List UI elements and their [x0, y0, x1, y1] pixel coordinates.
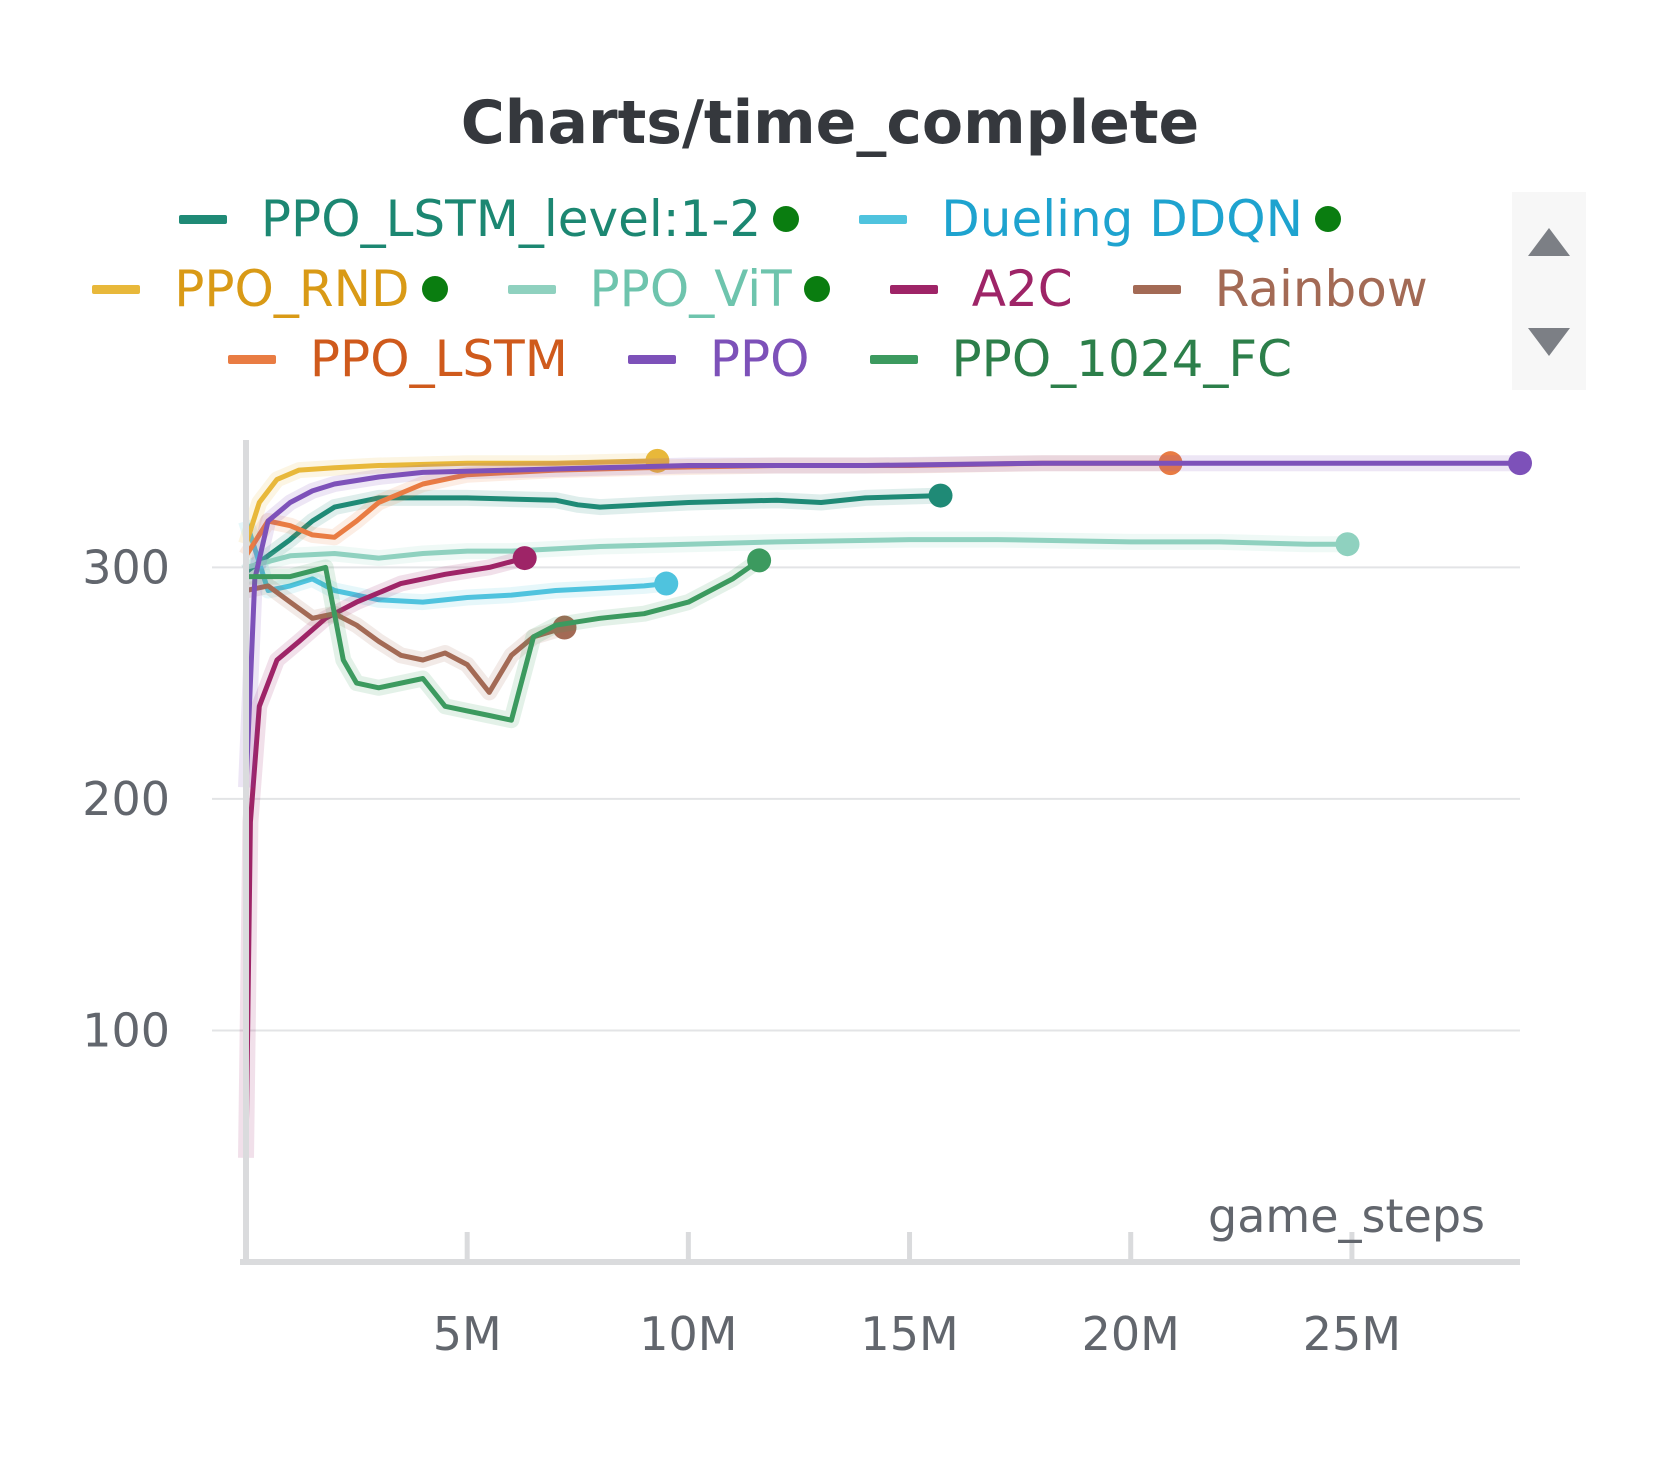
series-line[interactable] — [243, 493, 943, 575]
legend-item[interactable]: A2C — [889, 260, 1073, 318]
legend-label: PPO — [709, 330, 810, 388]
legend-swatch — [859, 214, 908, 224]
legend-label: PPO_ViT — [589, 260, 792, 318]
legend-label: PPO_RND — [174, 260, 410, 318]
series-end-point[interactable] — [747, 548, 772, 573]
legend-item[interactable]: Dueling DDQN — [859, 190, 1342, 248]
series-end-point[interactable] — [1508, 451, 1532, 476]
x-axis-label: game_steps — [1208, 1189, 1485, 1243]
active-run-dot-icon — [1315, 206, 1342, 232]
x-tick-label: 10M — [639, 1307, 737, 1361]
legend-label: PPO_LSTM — [309, 330, 568, 388]
y-tick-label: 300 — [82, 540, 170, 594]
scroll-down-icon[interactable] — [1528, 328, 1570, 356]
series-line[interactable] — [243, 555, 528, 1161]
series-line[interactable] — [243, 557, 762, 723]
legend-label: Rainbow — [1214, 260, 1428, 318]
legend-label: A2C — [971, 260, 1073, 318]
legend-item[interactable]: PPO_ViT — [507, 260, 830, 318]
chart-title: Charts/time_complete — [460, 88, 1200, 158]
legend-label: PPO_1024_FC — [951, 330, 1293, 388]
active-run-dot-icon — [803, 276, 830, 302]
active-run-dot-icon — [421, 276, 448, 302]
legend-swatch — [1132, 284, 1181, 294]
axes: 5M 10M 15M 20M 25M — [240, 440, 1520, 1361]
y-tick-label: 200 — [82, 772, 170, 826]
legend-scroll-control — [1512, 192, 1586, 390]
series-line[interactable] — [243, 460, 1523, 790]
active-run-dot-icon — [773, 206, 800, 232]
series-end-point[interactable] — [512, 546, 537, 571]
legend-item[interactable]: PPO_RND — [92, 260, 448, 318]
legend-swatch — [889, 284, 938, 294]
series-lines — [238, 448, 1532, 1161]
legend-row: PPO_RND PPO_ViT A2C Rainbow — [0, 260, 1520, 318]
series-end-point[interactable] — [928, 483, 953, 508]
series-band — [246, 553, 764, 729]
x-tick-label: 15M — [860, 1307, 958, 1361]
scroll-up-icon[interactable] — [1528, 228, 1570, 256]
legend-label: PPO_LSTM_level:1-2 — [260, 190, 762, 248]
y-tick-label: 100 — [82, 1003, 170, 1057]
x-tick-label: 20M — [1082, 1307, 1180, 1361]
legend-swatch — [92, 284, 141, 294]
legend-swatch — [507, 284, 556, 294]
legend-swatch — [869, 354, 918, 364]
legend-item[interactable]: PPO_LSTM — [227, 330, 568, 388]
series-line[interactable] — [243, 458, 660, 547]
legend-item[interactable]: PPO_LSTM_level:1-2 — [178, 190, 800, 248]
x-tick-label: 25M — [1303, 1307, 1401, 1361]
series-line[interactable] — [243, 518, 669, 605]
legend-label: Dueling DDQN — [941, 190, 1304, 248]
series-line[interactable] — [243, 537, 1350, 570]
legend-swatch — [178, 214, 227, 224]
series-end-point[interactable] — [1335, 532, 1360, 557]
legend-row: PPO_LSTM_level:1-2 Dueling DDQN — [0, 190, 1520, 248]
grid-lines: 100 200 300 — [82, 540, 1520, 1057]
legend-item[interactable]: PPO — [627, 330, 810, 388]
legend-swatch — [227, 354, 276, 364]
series-end-point[interactable] — [654, 571, 679, 596]
legend-item[interactable]: PPO_1024_FC — [869, 330, 1293, 388]
x-tick-label: 5M — [433, 1307, 502, 1361]
series-band — [238, 455, 1520, 788]
legend-row: PPO_LSTM PPO PPO_1024_FC — [0, 330, 1520, 388]
legend-swatch — [627, 354, 676, 364]
legend-item[interactable]: Rainbow — [1132, 260, 1428, 318]
series-line[interactable] — [243, 583, 567, 695]
